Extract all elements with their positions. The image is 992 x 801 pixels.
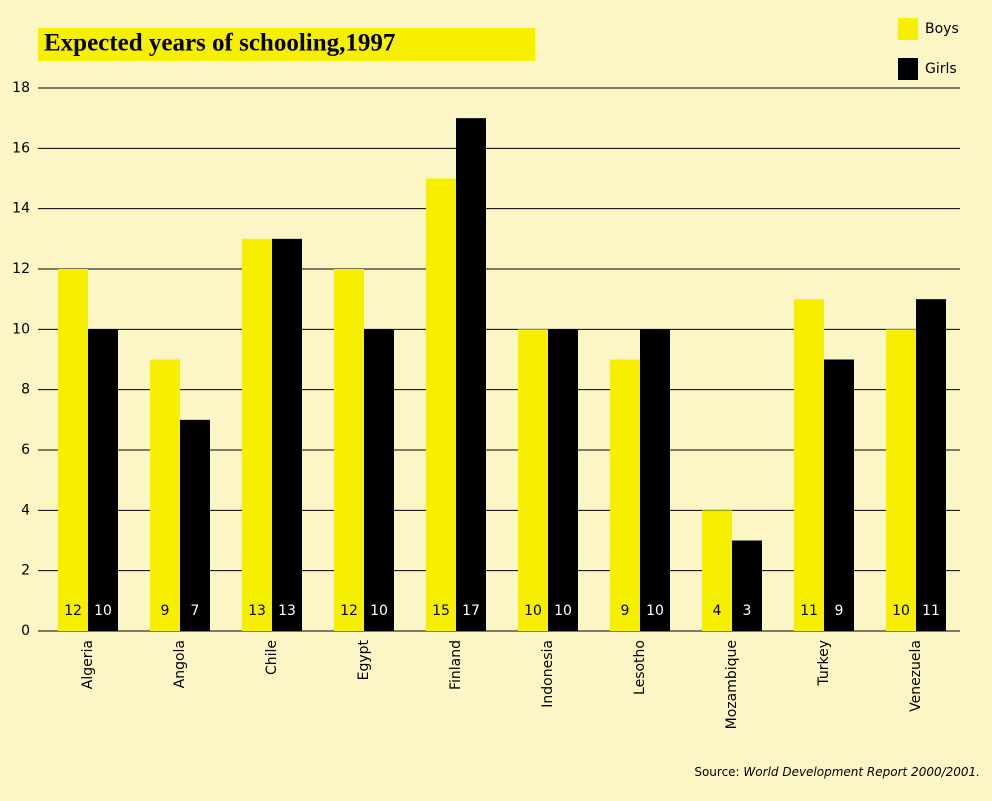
legend-label: Girls [925,61,957,77]
y-tick-label: 16 [12,140,30,156]
x-tick-label: Indonesia [540,640,556,708]
y-tick-label: 14 [12,201,30,217]
bar [916,299,946,631]
bar [886,329,916,631]
bar [272,238,302,632]
x-tick-label: Lesotho [632,640,648,695]
data-label: 10 [524,603,542,619]
data-label: 7 [191,603,200,619]
x-tick-label: Egypt [356,640,372,681]
x-tick-label: Turkey [816,640,832,687]
bar [794,299,824,631]
legend-label: Boys [925,21,959,37]
legend-swatch [898,58,918,80]
legend-swatch [898,18,918,40]
y-tick-label: 6 [21,442,30,458]
bar [150,359,180,631]
data-label: 4 [713,603,722,619]
data-label: 11 [800,603,818,619]
data-label: 9 [621,603,630,619]
data-label: 9 [161,603,170,619]
x-tick-label: Chile [264,640,280,675]
y-tick-label: 0 [21,623,30,639]
data-label: 13 [248,603,266,619]
title-box [38,28,535,61]
bar [456,118,486,631]
data-label: 12 [340,603,358,619]
data-label: 15 [432,603,450,619]
data-label: 10 [94,603,112,619]
bar [610,359,640,631]
bar [242,238,272,632]
bar [640,329,670,631]
bar [824,359,854,631]
source-label: Source: [694,765,739,779]
y-tick-label: 10 [12,321,30,337]
data-label: 3 [743,603,752,619]
data-label: 11 [922,603,940,619]
y-tick-label: 18 [12,80,30,96]
bar [702,510,732,631]
data-label: 17 [462,603,480,619]
bar [88,329,118,631]
data-label: 10 [892,603,910,619]
x-tick-label: Venezuela [908,640,924,712]
y-tick-label: 12 [12,261,30,277]
source-text: World Development Report 2000/2001. [743,765,980,779]
bar [58,269,88,631]
data-label: 12 [64,603,82,619]
x-tick-label: Algeria [80,640,96,689]
chart-title: Expected years of schooling,1997 [44,30,395,57]
data-label: 10 [370,603,388,619]
source: Source: World Development Report 2000/20… [694,765,980,779]
data-label: 9 [835,603,844,619]
bar [334,269,364,631]
bar [180,419,210,631]
x-tick-label: Finland [448,640,464,690]
x-tick-label: Mozambique [724,640,740,729]
y-tick-label: 4 [21,502,30,518]
data-label: 13 [278,603,296,619]
data-label: 10 [554,603,572,619]
data-label: 10 [646,603,664,619]
bar [548,329,578,631]
bar [518,329,548,631]
bar [364,329,394,631]
x-tick-label: Angola [172,640,188,688]
y-tick-label: 2 [21,563,30,579]
bar [732,540,762,631]
y-tick-label: 8 [21,382,30,398]
bar [426,178,456,631]
